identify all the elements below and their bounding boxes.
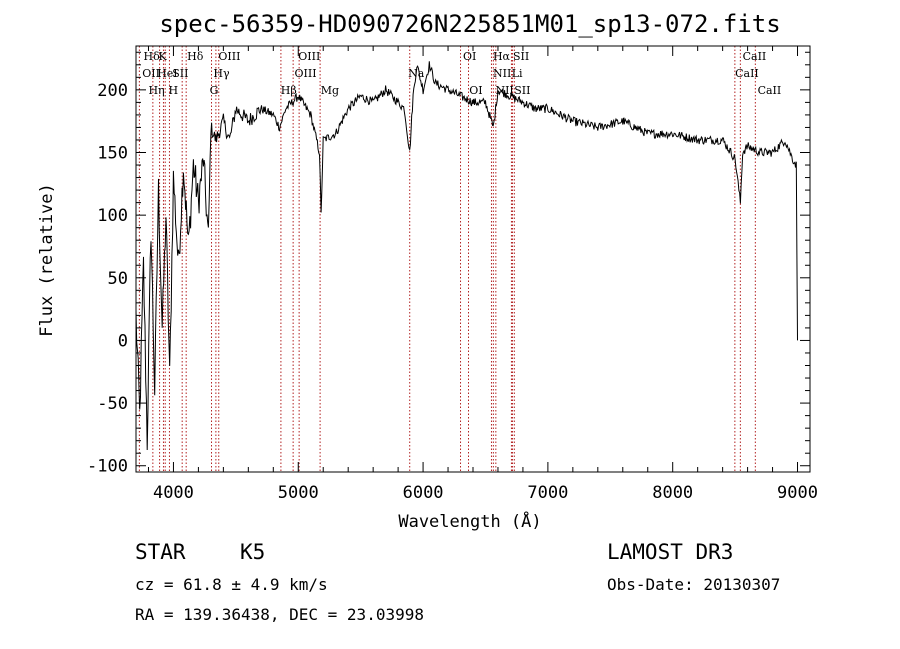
plot-area: [135, 61, 798, 451]
object-type: STAR: [135, 540, 186, 564]
y-tick-label: 50: [108, 269, 128, 289]
spectral-line-markers: [138, 46, 756, 472]
x-tick-label: 6000: [403, 483, 444, 503]
line-label: H: [168, 84, 178, 97]
line-label: SII: [172, 67, 188, 80]
x-tick-label: 8000: [652, 483, 693, 503]
line-label: HeI: [157, 67, 177, 80]
line-label: OIII: [298, 50, 320, 63]
chart-title: spec-56359-HD090726N225851M01_sp13-072.f…: [159, 10, 780, 38]
line-label: CaII: [743, 50, 767, 63]
line-label: SII: [514, 84, 530, 97]
line-label: OI: [463, 50, 476, 63]
x-tick-label: 9000: [777, 483, 818, 503]
x-tick-label: 4000: [153, 483, 194, 503]
line-label: CaII: [735, 67, 759, 80]
redshift-info: cz = 61.8 ± 4.9 km/s: [135, 575, 328, 594]
line-label: Hγ: [213, 67, 230, 80]
y-tick-label: 100: [97, 206, 128, 226]
x-tick-label: 5000: [278, 483, 319, 503]
line-label: CaII: [758, 84, 782, 97]
y-axis-label: Flux (relative): [37, 183, 57, 337]
line-label: Mg: [321, 84, 339, 97]
y-tick-label: 200: [97, 81, 128, 101]
subclass: K5: [240, 540, 265, 564]
line-label: Li: [512, 67, 523, 80]
coordinates: RA = 139.36438, DEC = 23.03998: [135, 605, 424, 624]
obs-date: Obs-Date: 20130307: [607, 575, 780, 594]
line-label: Hδ: [187, 50, 204, 63]
line-label: OIII: [218, 50, 240, 63]
x-tick-label: 7000: [527, 483, 568, 503]
x-axis-label: Wavelength (Å): [398, 510, 541, 532]
line-label: Hη: [148, 84, 164, 97]
y-tick-label: -100: [87, 457, 128, 477]
y-tick-label: 150: [97, 144, 128, 164]
axes: 4000 5000 6000 7000 8000 9000 -100 -50 0 50 100 150…: [87, 45, 818, 503]
line-label: OIII: [295, 67, 317, 80]
y-tick-label: -50: [97, 394, 128, 414]
spectrum-line: [135, 61, 798, 451]
line-label: SII: [513, 50, 529, 63]
line-label: OI: [469, 84, 482, 97]
line-label: K: [158, 50, 167, 63]
line-label: OII: [142, 67, 160, 80]
line-label: NII: [493, 67, 511, 80]
y-tick-label: 0: [118, 331, 128, 351]
line-label: Hβ: [281, 84, 297, 97]
line-label: G: [210, 84, 219, 97]
line-label: Hδ: [143, 50, 160, 63]
survey-name: LAMOST DR3: [607, 540, 733, 564]
line-label: Hα: [493, 50, 511, 63]
